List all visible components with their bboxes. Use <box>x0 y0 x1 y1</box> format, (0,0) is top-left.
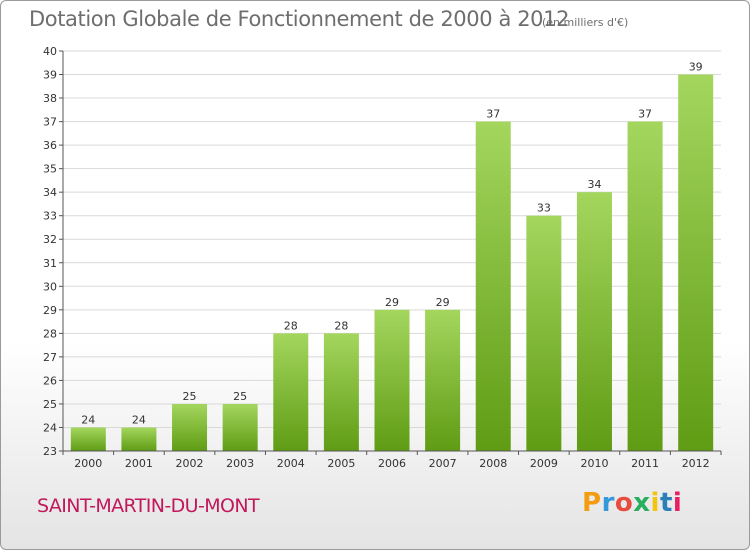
logo-letter: o <box>614 488 634 518</box>
axes <box>62 51 721 452</box>
y-tick-label: 31 <box>43 257 57 270</box>
x-tick-label: 2001 <box>125 457 153 470</box>
x-tick-label: 2012 <box>682 457 710 470</box>
bar <box>627 121 663 452</box>
chart-title: Dotation Globale de Fonctionnement de 20… <box>29 7 570 31</box>
bar <box>70 427 106 451</box>
y-tick-label: 23 <box>43 445 57 458</box>
commune-name: SAINT-MARTIN-DU-MONT <box>37 495 260 517</box>
x-tick-label: 2002 <box>176 457 204 470</box>
x-tick-label: 2003 <box>226 457 254 470</box>
x-tick-label: 2004 <box>277 457 305 470</box>
bar <box>425 309 461 451</box>
y-tick-label: 26 <box>43 374 57 387</box>
data-label: 34 <box>587 178 601 191</box>
x-axis-ticks: 2000 2001 2002 2003 2004 2005 2006 2007 2008 2009… <box>62 451 722 470</box>
y-tick-label: 28 <box>43 327 57 340</box>
y-tick-label: 24 <box>43 421 57 434</box>
x-tick-label: 2010 <box>580 457 608 470</box>
bar <box>273 333 309 451</box>
data-label: 33 <box>537 202 551 215</box>
x-tick-label: 2000 <box>74 457 102 470</box>
data-label: 24 <box>81 413 95 426</box>
y-tick-label: 34 <box>43 186 57 199</box>
y-tick-label: 38 <box>43 92 57 105</box>
y-tick-label: 32 <box>43 233 57 246</box>
data-label: 29 <box>385 296 399 309</box>
x-tick-label: 2011 <box>631 457 659 470</box>
chart-unit: (en milliers d'€) <box>542 16 629 29</box>
data-label: 37 <box>638 108 652 121</box>
bar <box>222 403 258 451</box>
bar <box>678 74 714 451</box>
bar <box>323 333 359 451</box>
logo-letter: t <box>659 488 673 518</box>
data-label: 25 <box>233 390 247 403</box>
data-labels: 24 24 25 25 28 28 29 29 37 33 34 37 39 <box>81 61 702 427</box>
bar <box>374 309 410 451</box>
logo-letter: i <box>672 488 683 518</box>
data-label: 28 <box>334 319 348 332</box>
logo-letter: P <box>582 488 602 518</box>
x-tick-label: 2006 <box>378 457 406 470</box>
x-tick-label: 2009 <box>530 457 558 470</box>
data-label: 25 <box>183 390 197 403</box>
data-label: 24 <box>132 413 146 426</box>
data-label: 28 <box>284 319 298 332</box>
data-label: 37 <box>486 108 500 121</box>
x-tick-label: 2005 <box>327 457 355 470</box>
data-label: 39 <box>689 61 703 74</box>
data-label: 29 <box>436 296 450 309</box>
bar <box>475 121 511 452</box>
bar <box>526 215 562 451</box>
bar <box>576 192 612 452</box>
y-tick-label: 27 <box>43 351 57 364</box>
y-tick-label: 39 <box>43 69 57 82</box>
y-tick-label: 33 <box>43 210 57 223</box>
x-tick-label: 2008 <box>479 457 507 470</box>
y-tick-label: 30 <box>43 280 57 293</box>
logo-letter: x <box>633 488 651 518</box>
y-axis-ticks: 23 24 25 26 27 28 29 30 31 32 33 34 35 36 37 38 39 40 <box>43 45 63 458</box>
bars <box>70 74 714 452</box>
y-tick-label: 40 <box>43 45 57 58</box>
y-tick-label: 29 <box>43 304 57 317</box>
y-tick-label: 37 <box>43 116 57 129</box>
bar <box>172 403 208 451</box>
y-tick-label: 25 <box>43 398 57 411</box>
y-tick-label: 35 <box>43 163 57 176</box>
logo-letter: i <box>650 488 660 518</box>
y-tick-label: 36 <box>43 139 57 152</box>
x-tick-label: 2007 <box>429 457 457 470</box>
proxiti-logo: Proxiti <box>582 488 682 518</box>
logo-letter: r <box>601 488 615 518</box>
bar <box>121 427 157 451</box>
